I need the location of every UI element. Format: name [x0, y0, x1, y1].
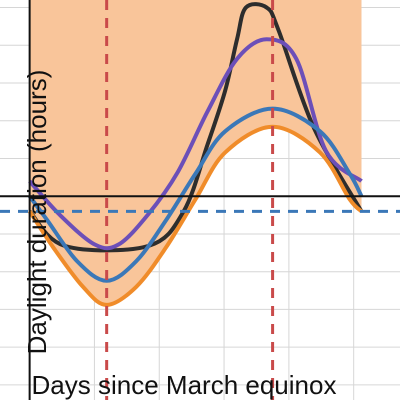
latitude-low-line [27, 124, 363, 307]
latitude-high-line [28, 37, 363, 251]
latitude-low-area [29, 0, 362, 305]
darkness-line [28, 2, 364, 253]
x-axis-label: Days since March equinox [32, 370, 337, 400]
area-layer [29, 0, 362, 305]
y-axis-label: Daylight duration (hours) [22, 70, 52, 355]
